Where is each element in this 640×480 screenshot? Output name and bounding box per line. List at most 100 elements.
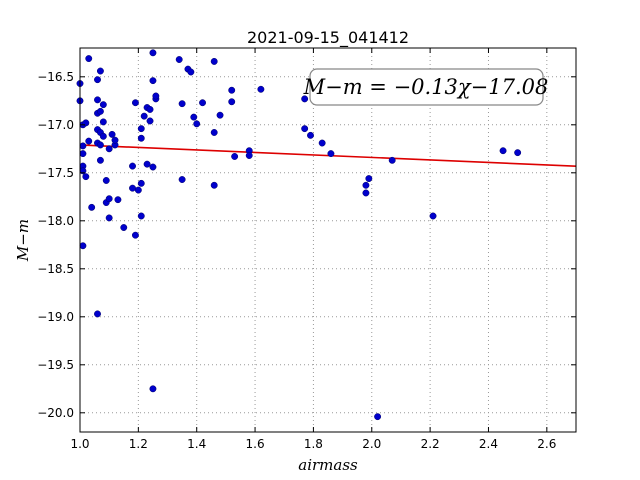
data-point bbox=[175, 56, 183, 63]
x-tick-label: 1.6 bbox=[246, 437, 265, 451]
data-point bbox=[85, 55, 93, 63]
x-tick-label: 2.4 bbox=[479, 437, 498, 451]
data-point bbox=[131, 231, 139, 239]
data-point bbox=[210, 57, 218, 65]
plot-frame bbox=[79, 47, 577, 433]
data-point bbox=[149, 77, 157, 85]
data-point bbox=[94, 96, 101, 104]
data-point bbox=[137, 179, 145, 187]
data-point bbox=[178, 100, 186, 108]
data-point bbox=[105, 145, 113, 153]
data-point bbox=[99, 118, 107, 126]
data-point bbox=[199, 99, 206, 107]
fit-legend-frame bbox=[309, 68, 544, 106]
data-point bbox=[210, 129, 218, 136]
data-point bbox=[362, 181, 370, 189]
fit-line-group bbox=[79, 144, 577, 167]
data-point bbox=[374, 413, 382, 421]
y-tick-label: −19.5 bbox=[37, 358, 74, 372]
data-point bbox=[85, 137, 93, 145]
data-point bbox=[131, 99, 139, 107]
data-point bbox=[129, 184, 136, 192]
data-point bbox=[301, 95, 309, 103]
y-tick-label: −19.0 bbox=[37, 310, 74, 324]
data-point bbox=[499, 147, 507, 155]
data-point bbox=[216, 111, 224, 119]
data-point bbox=[134, 186, 142, 194]
data-point bbox=[102, 177, 110, 184]
data-point bbox=[143, 160, 151, 168]
data-points bbox=[76, 49, 522, 421]
chart-title: 2021-09-15_041412 bbox=[247, 28, 409, 48]
data-point bbox=[79, 142, 87, 150]
data-point bbox=[228, 86, 236, 94]
y-tick-label: −17.0 bbox=[37, 118, 74, 132]
data-point bbox=[96, 67, 104, 75]
fit-line bbox=[79, 144, 577, 167]
data-point bbox=[88, 203, 96, 211]
data-point bbox=[108, 130, 116, 138]
fit-legend-box: M−m = −0.13χ−17.08 bbox=[303, 68, 549, 106]
data-point bbox=[82, 173, 90, 181]
data-point bbox=[228, 98, 236, 106]
data-point bbox=[149, 163, 157, 171]
data-point bbox=[79, 242, 87, 250]
data-point bbox=[99, 132, 107, 140]
data-point bbox=[388, 156, 396, 164]
data-point bbox=[120, 224, 128, 231]
y-axis-label: M−m bbox=[14, 219, 32, 262]
y-tick-label: −20.0 bbox=[37, 406, 74, 420]
data-point bbox=[231, 153, 239, 160]
data-point bbox=[190, 113, 198, 121]
data-point bbox=[210, 181, 218, 189]
data-point bbox=[111, 136, 119, 144]
y-tick-label: −16.5 bbox=[37, 70, 74, 84]
data-point bbox=[105, 195, 113, 203]
data-point bbox=[365, 175, 373, 183]
data-point bbox=[114, 196, 122, 204]
x-tick-label: 2.0 bbox=[362, 437, 381, 451]
data-point bbox=[429, 212, 437, 220]
data-point bbox=[105, 214, 113, 222]
data-point bbox=[137, 134, 145, 142]
data-point bbox=[94, 76, 101, 84]
data-point bbox=[514, 149, 522, 157]
data-point bbox=[137, 212, 145, 220]
data-point bbox=[146, 117, 154, 125]
axis-ticks: 1.0 1.2 1.4 1.6 1.8 2.0 2.2 2.4 2.6 −16.5 −17.0 −17… bbox=[37, 48, 576, 451]
data-point bbox=[307, 131, 314, 139]
data-point bbox=[149, 385, 157, 393]
data-point bbox=[129, 162, 136, 170]
x-tick-label: 1.4 bbox=[187, 437, 206, 451]
data-point bbox=[96, 107, 104, 115]
data-point bbox=[149, 49, 157, 57]
x-tick-label: 1.2 bbox=[129, 437, 148, 451]
y-tick-label: −18.0 bbox=[37, 214, 74, 228]
data-point bbox=[140, 112, 148, 120]
data-point bbox=[193, 120, 201, 128]
x-tick-label: 1.8 bbox=[304, 437, 323, 451]
data-point bbox=[257, 85, 265, 93]
data-point bbox=[99, 101, 107, 109]
data-point bbox=[245, 152, 253, 159]
y-tick-label: −18.5 bbox=[37, 262, 74, 276]
data-point bbox=[96, 141, 104, 149]
data-point bbox=[152, 92, 160, 100]
data-point bbox=[178, 176, 186, 183]
x-tick-label: 2.6 bbox=[537, 437, 556, 451]
data-point bbox=[79, 150, 87, 158]
y-tick-label: −17.5 bbox=[37, 166, 74, 180]
x-tick-label: 2.2 bbox=[421, 437, 440, 451]
data-point bbox=[301, 125, 309, 133]
data-point bbox=[137, 125, 145, 133]
data-point bbox=[146, 105, 154, 113]
data-point bbox=[96, 156, 104, 164]
data-point bbox=[318, 139, 326, 147]
x-axis-label: airmass bbox=[298, 456, 358, 474]
data-point bbox=[327, 150, 335, 158]
data-point bbox=[187, 68, 195, 76]
data-point bbox=[362, 189, 370, 197]
x-tick-label: 1.0 bbox=[70, 437, 89, 451]
fit-equation-label: M−m = −0.13χ−17.08 bbox=[303, 75, 549, 99]
